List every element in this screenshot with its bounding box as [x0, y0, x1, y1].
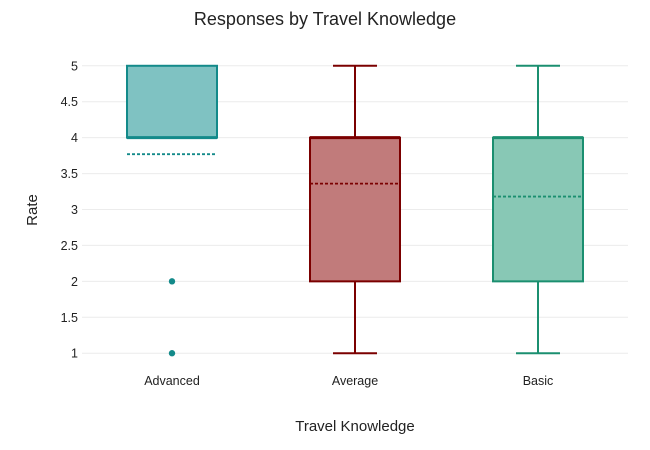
box-iqr: [309, 136, 401, 283]
box-iqr: [492, 136, 584, 283]
x-tick-label: Basic: [523, 374, 554, 388]
chart-title: Responses by Travel Knowledge: [194, 9, 456, 29]
y-tick-label: 3.5: [61, 167, 78, 181]
x-tick-label: Average: [332, 374, 378, 388]
outlier-point: [168, 278, 176, 285]
y-tick-label: 4: [71, 131, 78, 145]
y-tick-label: 2: [71, 275, 78, 289]
box-advanced: [126, 64, 218, 357]
x-axis-title: Travel Knowledge: [295, 418, 415, 435]
y-tick-label: 3: [71, 203, 78, 217]
box-basic: [492, 64, 584, 355]
box-series: [126, 64, 584, 357]
box-average: [309, 64, 401, 355]
y-tick-label: 2.5: [61, 239, 78, 253]
x-tick-label: Advanced: [144, 374, 200, 388]
y-tick-label: 1: [71, 347, 78, 361]
outlier-point: [168, 350, 176, 357]
y-axis-ticks: 1 1.5 2 2.5 3 3.5 4 4.5 5: [61, 59, 78, 360]
x-axis-ticks: Advanced Average Basic: [144, 374, 553, 388]
y-tick-label: 4.5: [61, 95, 78, 109]
box-iqr: [126, 64, 218, 139]
y-tick-label: 1.5: [61, 311, 78, 325]
y-tick-label: 5: [71, 59, 78, 73]
y-axis-title: Rate: [24, 194, 41, 226]
